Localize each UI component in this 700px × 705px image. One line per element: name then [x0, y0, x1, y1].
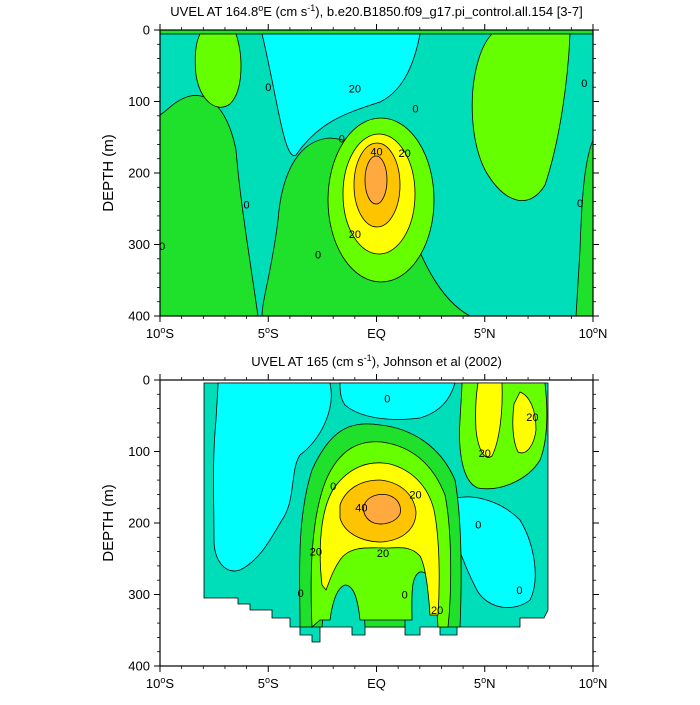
model-ylabel: DEPTH (m)	[100, 134, 117, 212]
obs-xtick-label: 10oS	[146, 675, 174, 691]
obs-contour-label: 0	[402, 590, 408, 602]
model-contour-label: 0	[577, 198, 583, 210]
obs-contour-label: 0	[298, 588, 304, 600]
obs-contour-label: 0	[384, 394, 390, 406]
model-ytick-label: 0	[143, 23, 150, 38]
model-contour-label: 0	[339, 134, 345, 146]
obs-contour-label: 20	[409, 489, 421, 501]
obs-contour-label: 0	[475, 519, 481, 531]
model-contour-label: 0	[315, 250, 321, 262]
model-contour-label: 0	[265, 82, 271, 94]
obs-ytick-label: 400	[128, 659, 150, 674]
model-contour-labels: 20 0 0 0 0 40 20 0 0 20 0 0	[159, 78, 587, 262]
obs-contour-label: 40	[355, 502, 367, 514]
model-xtick-label: 5oN	[474, 325, 496, 341]
obs-contour-label: 20	[526, 412, 538, 424]
model-ytick-label: 300	[128, 237, 150, 252]
obs-contour-label: 20	[479, 448, 491, 460]
obs-ytick-label: 200	[128, 516, 150, 531]
model-blob-west	[194, 33, 242, 108]
obs-ylabel: DEPTH (m)	[100, 484, 117, 562]
obs-xtick-label: EQ	[367, 676, 386, 691]
obs-panel-title: UVEL AT 165 (cm s-1), Johnson et al (200…	[251, 353, 502, 369]
model-contour-field	[160, 30, 593, 316]
obs-contour-label: 0	[330, 481, 336, 493]
model-contour-label: 0	[581, 78, 587, 90]
model-contour-label: 20	[349, 229, 361, 241]
model-ytick-label: 100	[128, 94, 150, 109]
obs-contour-label: 20	[431, 605, 443, 617]
model-contour-label: 0	[159, 241, 165, 253]
obs-panel: UVEL AT 165 (cm s-1), Johnson et al (200…	[100, 353, 607, 691]
model-euc-core	[364, 155, 388, 205]
model-blob-east	[471, 33, 571, 201]
model-contour-label: 0	[412, 104, 418, 116]
obs-east-jet-yellow-b	[512, 391, 537, 454]
model-contour-label: 0	[244, 199, 250, 211]
obs-contour-label: 20	[377, 548, 389, 560]
model-contour-label: 20	[349, 84, 361, 96]
model-xtick-label: 10oN	[579, 325, 608, 341]
model-ytick-label: 200	[128, 166, 150, 181]
obs-ytick-label: 0	[143, 373, 150, 388]
model-contour-label: 40	[370, 147, 382, 159]
model-xtick-label: 10oS	[146, 325, 174, 341]
obs-band-neg-top	[339, 382, 456, 420]
obs-band-neg-east	[449, 496, 536, 608]
obs-band-neg-west	[213, 382, 332, 572]
model-panel-title: UVEL AT 164.8oE (cm s-1), b.e20.B1850.f0…	[170, 3, 582, 19]
model-panel: UVEL AT 164.8oE (cm s-1), b.e20.B1850.f0…	[100, 3, 607, 341]
model-ytick-label: 400	[128, 309, 150, 324]
model-contour-label: 20	[399, 148, 411, 160]
obs-contour-labels: 0 20 20 0 20 40 0 20 20 0 0 0 20	[298, 394, 539, 618]
obs-ytick-label: 300	[128, 587, 150, 602]
obs-ytick-label: 100	[128, 444, 150, 459]
obs-xtick-label: 10oN	[579, 675, 608, 691]
obs-xtick-label: 5oN	[474, 675, 496, 691]
obs-contour-label: 20	[310, 547, 322, 559]
obs-contour-field	[203, 382, 549, 643]
model-xtick-label: EQ	[367, 326, 386, 341]
model-xtick-label: 5oS	[258, 325, 279, 341]
obs-contour-label: 0	[516, 585, 522, 597]
obs-xtick-label: 5oS	[258, 675, 279, 691]
model-band-neg	[261, 33, 421, 156]
obs-euc-peak	[363, 494, 401, 525]
obs-east-jet-yellow-a	[475, 382, 503, 458]
